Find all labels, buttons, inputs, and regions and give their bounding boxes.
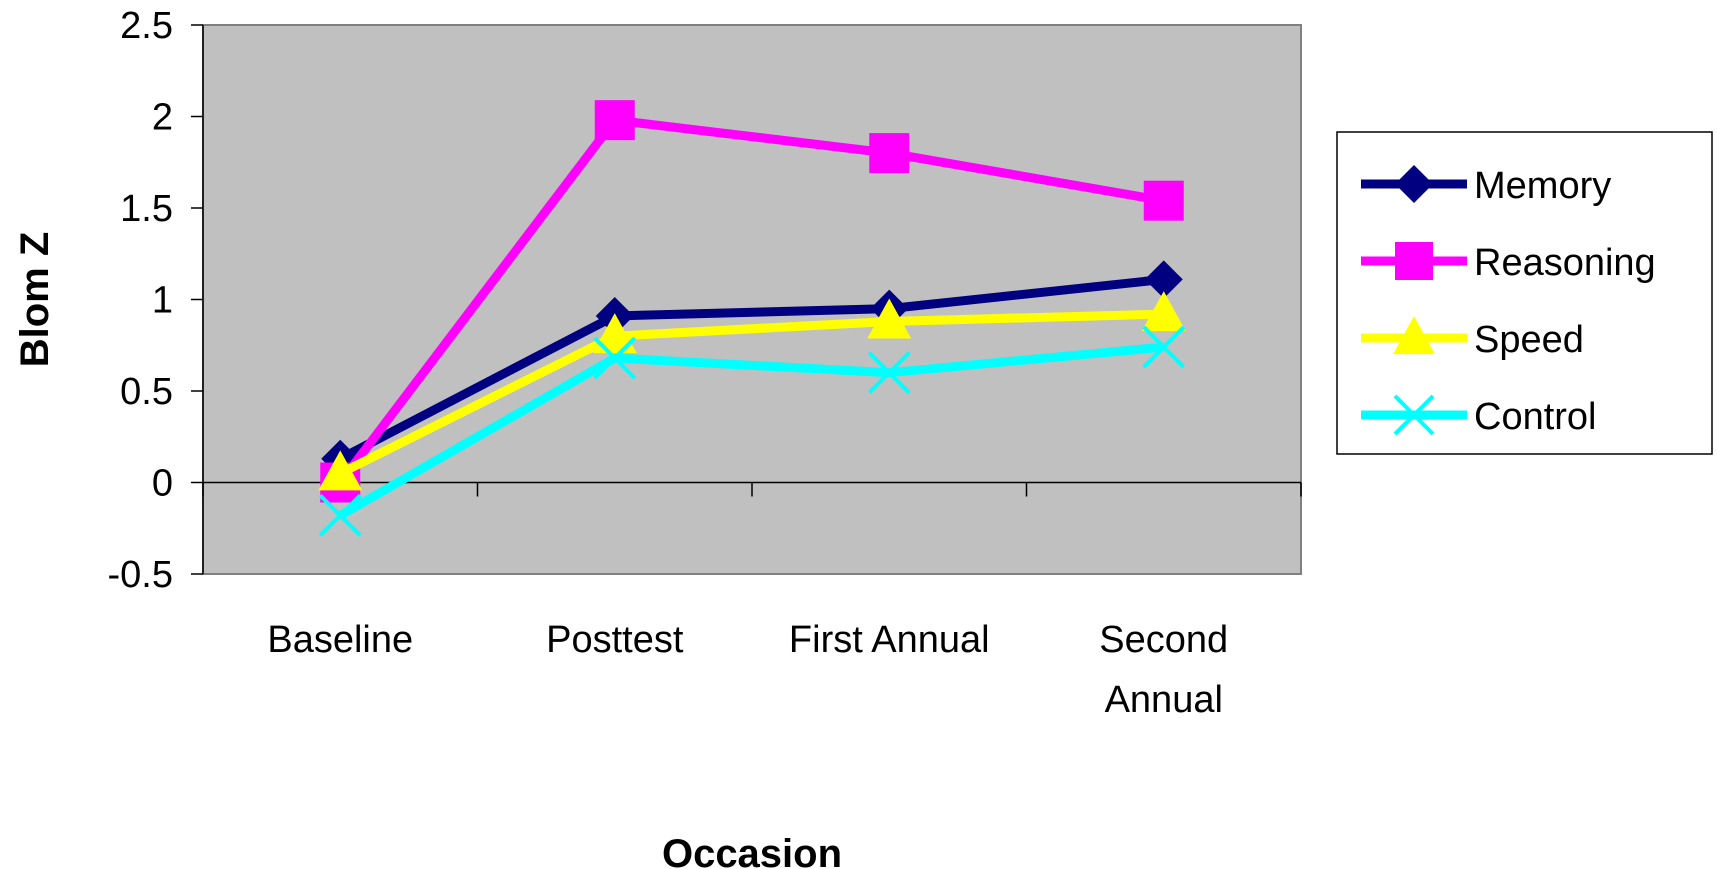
legend-marker: [1395, 165, 1433, 203]
legend-marker: [1393, 394, 1435, 436]
data-point: [867, 351, 911, 395]
legend-item: Reasoning: [1361, 242, 1656, 284]
legend-marker: [1395, 242, 1433, 280]
y-tick-label: 1: [152, 280, 173, 322]
series-layer: [318, 100, 1186, 537]
legend-item: Memory: [1361, 165, 1611, 207]
y-tick-label: -0.5: [108, 554, 173, 596]
series-line: [338, 342, 1165, 520]
x-tick-label: Second Annual: [1099, 619, 1228, 721]
data-point: [592, 313, 637, 354]
series-reasoning: [320, 100, 1184, 503]
data-point: [1141, 291, 1186, 332]
x-axis: Baseline Posttest First Annual Second Annual: [202, 481, 1302, 721]
y-axis-title: Blom Z: [13, 232, 57, 368]
data-point: [1143, 180, 1184, 221]
data-point: [1144, 260, 1183, 299]
data-point: [318, 450, 363, 491]
series-speed: [318, 291, 1186, 491]
legend-item: Control: [1361, 394, 1597, 438]
series-line: [336, 115, 1165, 486]
x-axis-title: Occasion: [662, 832, 842, 869]
data-point: [867, 298, 912, 339]
legend-marker: [1393, 316, 1435, 355]
series-control: [318, 325, 1186, 537]
y-tick-label: 0.5: [120, 371, 173, 413]
legend-label: Speed: [1474, 319, 1584, 361]
y-tick-label: 2: [152, 97, 173, 139]
legend: Memory Reasoning Speed Control: [1336, 131, 1713, 455]
data-point: [869, 133, 910, 174]
series-line: [338, 274, 1165, 463]
series-line: [338, 309, 1164, 478]
data-point: [594, 100, 635, 141]
y-tick-label: 1.5: [120, 188, 173, 230]
legend-label: Reasoning: [1474, 242, 1656, 284]
y-tick-label: 0: [152, 463, 173, 505]
x-tick-label: Baseline: [267, 619, 413, 661]
legend-item: Speed: [1361, 316, 1584, 361]
legend-label: Memory: [1474, 165, 1611, 207]
legend-label: Control: [1474, 396, 1597, 438]
data-point: [593, 336, 637, 380]
x-tick-label: First Annual: [789, 619, 990, 661]
x-tick-label: Posttest: [546, 619, 684, 661]
y-axis: -0.5 0 0.5 1 1.5 2 2.5: [108, 5, 204, 596]
data-point: [1142, 325, 1186, 369]
y-tick-label: 2.5: [120, 5, 173, 47]
data-point: [318, 494, 362, 537]
